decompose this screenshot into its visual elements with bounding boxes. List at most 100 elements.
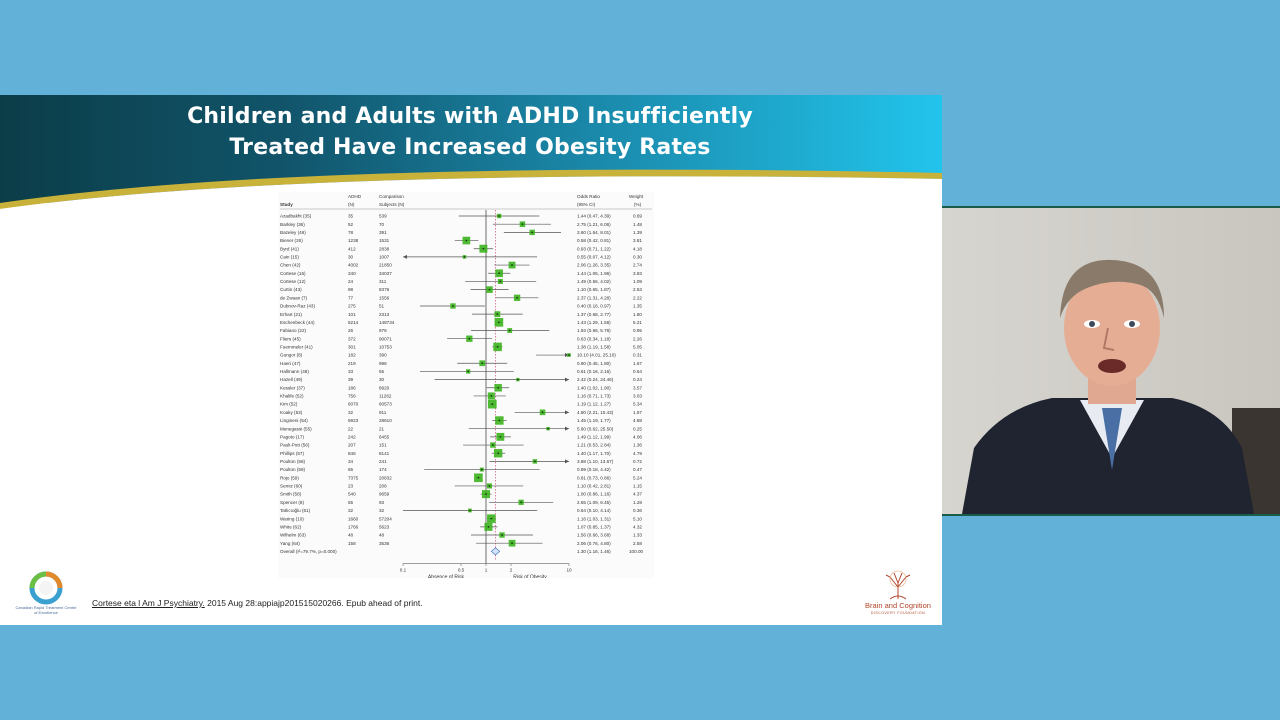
adhd-n-38: 1660 bbox=[348, 516, 359, 521]
study-label-24: Kim (52) bbox=[280, 402, 298, 407]
adhd-n-34: 23 bbox=[348, 484, 354, 489]
header-weight-sub: (%) bbox=[634, 202, 642, 207]
study-label-21: Hazell (49) bbox=[280, 377, 303, 382]
odds-ratio-ci-40: 1.56 (0.66, 3.68) bbox=[577, 533, 611, 538]
comparison-n-24: 60573 bbox=[379, 402, 392, 407]
comparison-n-3: 391 bbox=[379, 230, 387, 235]
comparison-n-38: 57204 bbox=[379, 516, 392, 521]
weight-1: 0.69 bbox=[633, 214, 642, 219]
study-label-17: Fuemmeler (41) bbox=[280, 344, 313, 349]
weight-27: 0.25 bbox=[633, 426, 642, 431]
weight-6: 0.30 bbox=[633, 255, 642, 260]
comparison-n-35: 9659 bbox=[379, 492, 390, 497]
overall-label: Overall (I²=79.7%, p=0.000) bbox=[280, 549, 337, 554]
point-estimate-12 bbox=[452, 305, 454, 307]
adhd-n-7: 4002 bbox=[348, 263, 359, 268]
weight-17: 5.05 bbox=[633, 344, 642, 349]
adhd-n-26: 5923 bbox=[348, 418, 359, 423]
point-estimate-1 bbox=[498, 215, 501, 217]
study-label-33: Rojo (59) bbox=[280, 475, 299, 480]
study-label-5: Byrd (41) bbox=[280, 246, 299, 251]
comparison-n-20: 55 bbox=[379, 369, 385, 374]
comparison-n-33: 20832 bbox=[379, 475, 392, 480]
point-estimate-2 bbox=[521, 223, 524, 226]
adhd-n-16: 372 bbox=[348, 336, 356, 341]
point-estimate-41 bbox=[511, 542, 513, 545]
study-label-19: Haeri (47) bbox=[280, 361, 301, 366]
slide-title-line-2: Treated Have Increased Obesity Rates bbox=[229, 135, 711, 160]
x-tick-label-1: 0.1 bbox=[400, 568, 407, 573]
odds-ratio-ci-31: 3.88 (1.10, 13.67) bbox=[577, 459, 614, 464]
study-label-37: Tatlıcıoğlu (61) bbox=[280, 508, 311, 513]
point-estimate-4 bbox=[465, 239, 468, 242]
point-estimate-38 bbox=[490, 517, 493, 520]
odds-ratio-ci-20: 0.61 (0.16, 2.16) bbox=[577, 369, 611, 374]
comparison-n-6: 1007 bbox=[379, 255, 390, 260]
point-estimate-23 bbox=[490, 395, 493, 397]
study-label-18: Gungor (8) bbox=[280, 353, 303, 358]
adhd-n-20: 33 bbox=[348, 369, 354, 374]
comparison-n-36: 93 bbox=[379, 500, 385, 505]
adhd-n-8: 340 bbox=[348, 271, 356, 276]
header-comparison-sub: Subjects (N) bbox=[379, 202, 405, 207]
point-estimate-18 bbox=[568, 354, 570, 356]
odds-ratio-ci-14: 1.43 (1.29, 1.58) bbox=[577, 320, 611, 325]
citation-link[interactable]: Cortese eta l Am J Psychiatry. bbox=[92, 598, 205, 608]
comparison-n-17: 10753 bbox=[379, 344, 392, 349]
adhd-n-41: 158 bbox=[348, 541, 356, 546]
comparison-n-41: 3536 bbox=[379, 541, 390, 546]
header-weight: Weight bbox=[629, 194, 644, 199]
study-label-35: Smith (58) bbox=[280, 492, 302, 497]
adhd-n-30: 846 bbox=[348, 451, 356, 456]
odds-ratio-ci-7: 2.06 (1.26, 3.35) bbox=[577, 263, 611, 268]
tree-logo-icon bbox=[885, 570, 911, 600]
weight-20: 0.64 bbox=[633, 369, 642, 374]
point-estimate-34 bbox=[488, 485, 491, 487]
weight-7: 2.74 bbox=[633, 263, 642, 268]
axis-right-label: Risk of Obesity bbox=[513, 575, 547, 578]
point-estimate-25 bbox=[541, 411, 544, 414]
logo-right: Brain and Cognition DISCOVERY FOUNDATION bbox=[860, 569, 936, 619]
comparison-n-25: 911 bbox=[379, 410, 387, 415]
adhd-n-21: 39 bbox=[348, 377, 354, 382]
comparison-n-37: 32 bbox=[379, 508, 385, 513]
study-label-13: Erhart (21) bbox=[280, 312, 302, 317]
adhd-n-17: 301 bbox=[348, 344, 356, 349]
adhd-n-6: 30 bbox=[348, 255, 354, 260]
adhd-n-18: 182 bbox=[348, 353, 356, 358]
x-tick-label-5: 10 bbox=[566, 568, 572, 573]
comparison-n-5: 2838 bbox=[379, 246, 390, 251]
weight-38: 5.10 bbox=[633, 516, 642, 521]
logo-left: Canadian Rapid Treatment Centre of Excel… bbox=[14, 571, 78, 621]
adhd-n-27: 22 bbox=[348, 426, 354, 431]
odds-ratio-ci-9: 1.49 (0.56, 4.02) bbox=[577, 279, 611, 284]
odds-ratio-ci-37: 0.64 (0.10, 4.14) bbox=[577, 508, 611, 513]
adhd-n-40: 48 bbox=[348, 533, 354, 538]
point-estimate-11 bbox=[516, 296, 519, 299]
x-tick-label-3: 1 bbox=[485, 568, 488, 573]
comparison-n-22: 8920 bbox=[379, 385, 390, 390]
ci-arrow-right-21 bbox=[565, 377, 569, 382]
comparison-n-10: 8376 bbox=[379, 287, 390, 292]
study-label-31: Poulton (58) bbox=[280, 459, 305, 464]
study-label-27: Menegassi (55) bbox=[280, 426, 312, 431]
odds-ratio-ci-25: 4.80 (2.21, 10.43) bbox=[577, 410, 614, 415]
odds-ratio-ci-3: 3.60 (1.64, 8.01) bbox=[577, 230, 611, 235]
adhd-n-35: 540 bbox=[348, 492, 356, 497]
odds-ratio-ci-27: 5.60 (0.62, 25.50) bbox=[577, 426, 614, 431]
odds-ratio-ci-12: 0.40 (0.16, 0.97) bbox=[577, 304, 611, 309]
study-label-26: Lingineni (54) bbox=[280, 418, 308, 423]
odds-ratio-ci-26: 1.45 (1.19, 1.77) bbox=[577, 418, 611, 423]
weight-13: 1.80 bbox=[633, 312, 642, 317]
weight-18: 0.31 bbox=[633, 353, 642, 358]
weight-5: 4.18 bbox=[633, 246, 642, 251]
weight-15: 0.95 bbox=[633, 328, 642, 333]
study-label-7: Chen (42) bbox=[280, 263, 301, 268]
weight-26: 4.88 bbox=[633, 418, 642, 423]
point-estimate-33 bbox=[477, 476, 480, 479]
comparison-n-29: 151 bbox=[379, 443, 387, 448]
adhd-n-11: 77 bbox=[348, 295, 354, 300]
odds-ratio-ci-2: 2.75 (1.21, 6.06) bbox=[577, 222, 611, 227]
weight-36: 1.28 bbox=[633, 500, 642, 505]
weight-37: 0.36 bbox=[633, 508, 642, 513]
